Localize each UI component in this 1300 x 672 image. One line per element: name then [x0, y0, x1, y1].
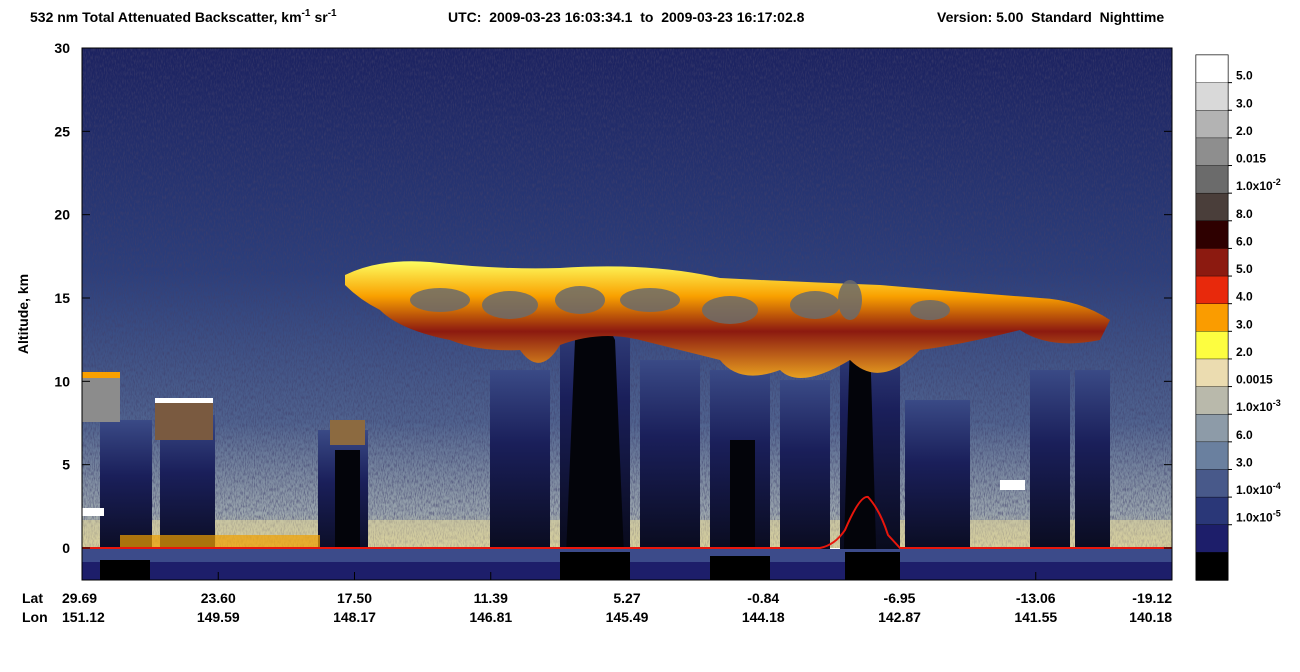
colorbar-band	[1195, 524, 1229, 554]
colorbar-label-text: 0.0015	[1236, 373, 1273, 387]
lat-label: -19.12	[1132, 590, 1172, 606]
colorbar-label: 3.0	[1236, 96, 1253, 110]
colorbar-label-text: 3.0	[1236, 455, 1253, 469]
colorbar-label: 5.0	[1236, 69, 1253, 83]
colorbar-label: 1.0x10-3	[1236, 398, 1281, 414]
colorbar-label-text: 5.0	[1236, 262, 1253, 276]
colorbar-label-text: 1.0x10	[1236, 400, 1273, 414]
lon-label: 146.81	[469, 609, 512, 625]
colorbar-band	[1195, 358, 1229, 388]
y-tick-label: 20	[54, 207, 70, 223]
low-clouds	[82, 372, 1025, 548]
lon-label: 142.87	[878, 609, 921, 625]
surface-elevation	[82, 495, 1172, 549]
colorbar-label: 2.0	[1236, 124, 1253, 138]
colorbar-label: 1.0x10-5	[1236, 509, 1281, 525]
colorbar-band	[1195, 275, 1229, 305]
lat-label: -0.84	[747, 590, 779, 606]
lat-label: -6.95	[884, 590, 916, 606]
colorbar-band	[1195, 469, 1229, 498]
colorbar-band	[1195, 165, 1229, 194]
lat-label: 23.60	[201, 590, 236, 606]
chart-title: 532 nm Total Attenuated Backscatter, km-…	[30, 8, 337, 25]
colorbar-label-text: 3.0	[1236, 317, 1253, 331]
lat-label: 5.27	[613, 590, 640, 606]
colorbar-band	[1195, 54, 1229, 84]
colorbar-label: 8.0	[1236, 207, 1253, 221]
colorbar-band	[1195, 110, 1229, 139]
colorbar-label-text: 6.0	[1236, 234, 1253, 248]
colorbar-label-text: 6.0	[1236, 428, 1253, 442]
colorbar-label-exp: -3	[1273, 398, 1281, 408]
colorbar-label: 0.015	[1236, 152, 1266, 166]
colorbar-band	[1195, 248, 1229, 277]
y-tick-label: 30	[54, 40, 70, 56]
lon-label: 145.49	[606, 609, 649, 625]
title-superscript: -1	[302, 8, 311, 19]
y-tick-label: 25	[54, 123, 70, 139]
colorbar-label-text: 1.0x10	[1236, 179, 1273, 193]
y-axis-title: Altitude, km	[15, 274, 31, 354]
backscatter-field	[82, 48, 1172, 580]
lat-label: -13.06	[1016, 590, 1056, 606]
lat-label: 29.69	[62, 590, 97, 606]
title-superscript: -1	[328, 8, 337, 19]
colorbar-label-text: 3.0	[1236, 96, 1253, 110]
y-tick-label: 10	[54, 373, 70, 389]
colorbar-label-text: 2.0	[1236, 124, 1253, 138]
colorbar-label: 3.0	[1236, 317, 1253, 331]
x-row-label: Lon	[22, 609, 48, 625]
surface-shadow	[100, 552, 900, 580]
lon-label: 141.55	[1014, 609, 1057, 625]
colorbar-label-exp: -5	[1273, 509, 1281, 519]
colorbar-band	[1195, 386, 1229, 415]
colorbar-band	[1195, 82, 1229, 111]
colorbar-band	[1195, 441, 1229, 471]
lon-label: 149.59	[197, 609, 240, 625]
colorbar-label-text: 8.0	[1236, 207, 1253, 221]
title-part: 532 nm Total Attenuated Backscatter, km	[30, 9, 302, 25]
colorbar-band	[1195, 192, 1229, 222]
y-tick-label: 15	[54, 290, 70, 306]
lat-label: 17.50	[337, 590, 372, 606]
lon-label: 151.12	[62, 609, 105, 625]
lon-label: 148.17	[333, 609, 376, 625]
colorbar-label: 3.0	[1236, 455, 1253, 469]
colorbar-label: 2.0	[1236, 345, 1253, 359]
colorbar-band	[1195, 414, 1229, 443]
colorbar-band	[1195, 220, 1229, 250]
colorbar-label-exp: -2	[1273, 177, 1281, 187]
colorbar-label: 1.0x10-4	[1236, 481, 1281, 497]
colorbar-label-text: 2.0	[1236, 345, 1253, 359]
utc: UTC: 2009-03-23 16:03:34.1 to 2009-03-23…	[448, 9, 805, 25]
cloud-core	[410, 280, 950, 324]
colorbar-band	[1195, 137, 1229, 167]
lon-label: 144.18	[742, 609, 785, 625]
colorbar-label: 1.0x10-2	[1236, 177, 1281, 193]
lat-label: 11.39	[474, 590, 508, 606]
colorbar-label-text: 5.0	[1236, 69, 1253, 83]
colorbar-label-text: 1.0x10	[1236, 483, 1273, 497]
colorbar-label-text: 0.015	[1236, 152, 1266, 166]
y-tick-label: 5	[62, 457, 70, 473]
y-tick-label: 0	[62, 540, 70, 556]
colorbar-label: 6.0	[1236, 234, 1253, 248]
colorbar-label: 4.0	[1236, 290, 1253, 304]
lon-label: 140.18	[1129, 609, 1172, 625]
version: Version: 5.00 Standard Nighttime	[937, 9, 1164, 25]
colorbar-label: 0.0015	[1236, 373, 1273, 387]
colorbar-label-text: 4.0	[1236, 290, 1253, 304]
colorbar-label: 6.0	[1236, 428, 1253, 442]
colorbar-band	[1195, 303, 1229, 333]
colorbar-band	[1195, 552, 1229, 581]
colorbar-band	[1195, 331, 1229, 360]
colorbar-label-text: 1.0x10	[1236, 511, 1273, 525]
colorbar-label-exp: -4	[1273, 481, 1281, 491]
title-part: sr	[314, 9, 328, 25]
colorbar-label: 5.0	[1236, 262, 1253, 276]
colorbar-band	[1195, 496, 1229, 526]
x-row-label: Lat	[22, 590, 43, 606]
